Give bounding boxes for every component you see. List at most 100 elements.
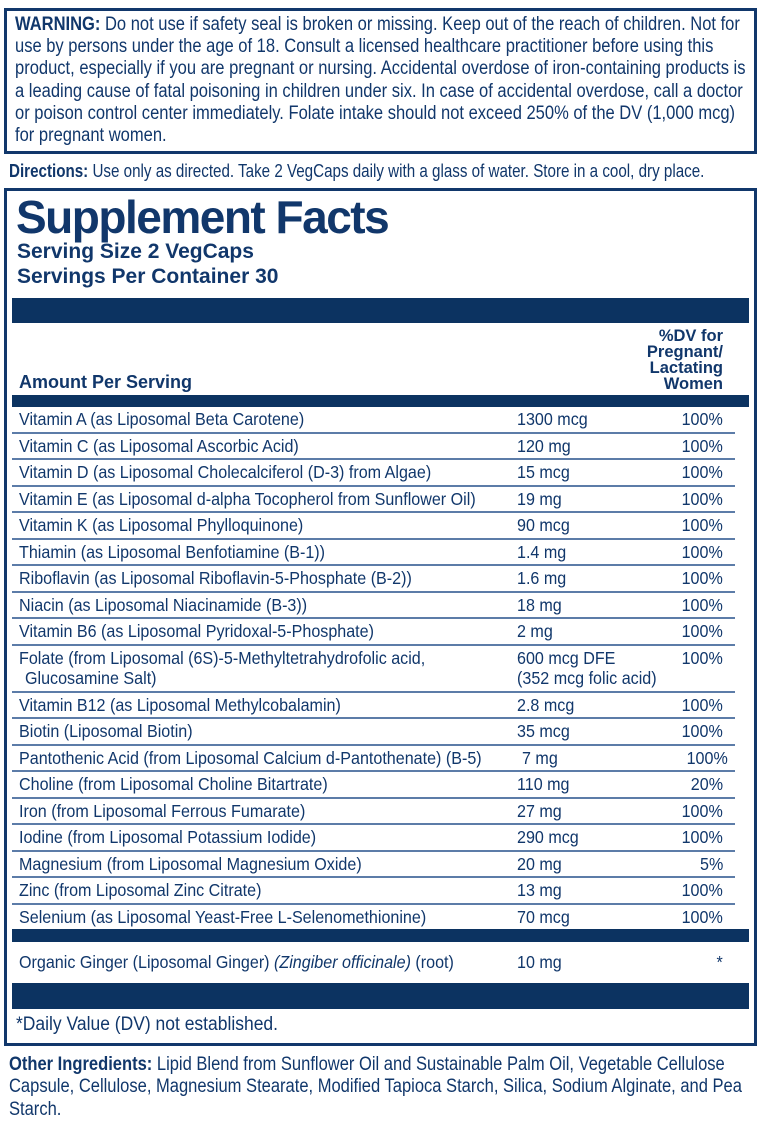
divider-bar-medium-bottom (12, 929, 749, 943)
dv-header-line: Women (663, 375, 723, 394)
amount-per-serving-header: Amount Per Serving (19, 372, 193, 393)
table-row: Vitamin K (as Liposomal Phylloquinone) 9… (12, 511, 735, 538)
dv-header-line: Pregnant/ (646, 343, 723, 362)
table-row: Vitamin E (as Liposomal d-alpha Tocopher… (12, 484, 735, 512)
nutrient-dv: 100% (681, 488, 723, 509)
warning-box: WARNING: Do not use if safety seal is br… (4, 8, 757, 155)
table-row: Choline (from Liposomal Choline Bitartra… (12, 770, 735, 797)
nutrient-amount: 120 mg (517, 435, 571, 456)
nutrient-name: Pantothenic Acid (from Liposomal Calcium… (19, 747, 482, 768)
nutrient-name: Zinc (from Liposomal Zinc Citrate) (19, 880, 262, 901)
serving-size: Serving Size 2 VegCaps (17, 240, 254, 264)
nutrient-name: Selenium (as Liposomal Yeast-Free L-Sele… (19, 906, 427, 927)
warning-body: Do not use if safety seal is broken or m… (15, 14, 746, 147)
nutrient-name: Folate (from Liposomal (6S)-5-Methyltetr… (19, 647, 426, 668)
nutrient-dv: 100% (681, 435, 723, 456)
table-row: Thiamin (as Liposomal Benfotiamine (B-1)… (12, 537, 735, 565)
nutrient-dv: 5% (699, 853, 723, 874)
directions-text: Directions: Use only as directed. Take 2… (9, 160, 757, 182)
nutrient-amount: 13 mg (517, 880, 562, 901)
nutrient-amount-line2: (352 mcg folic acid) (517, 668, 657, 689)
nutrient-name: Iron (from Liposomal Ferrous Fumarate) (19, 800, 306, 821)
table-row: Pantothenic Acid (from Liposomal Calcium… (12, 743, 735, 771)
nutrient-name: Magnesium (from Liposomal Magnesium Oxid… (19, 853, 362, 874)
table-row: Biotin (Liposomal Biotin) 35 mcg 100% (12, 717, 735, 744)
nutrient-dv: 100% (681, 568, 723, 589)
table-row-folate: Folate (from Liposomal (6S)-5-Methyltetr… (12, 643, 735, 691)
other-ingredients: Other Ingredients: Lipid Blend from Sunf… (4, 1054, 757, 1121)
nutrient-name: Choline (from Liposomal Choline Bitartra… (19, 774, 328, 795)
nutrient-amount: 35 mcg (517, 721, 570, 742)
nutrient-dv: * (716, 952, 723, 973)
nutrient-dv: 100% (681, 621, 723, 642)
nutrient-name: Thiamin (as Liposomal Benfotiamine (B-1)… (19, 541, 326, 562)
divider-bar-medium-top (12, 395, 749, 408)
ginger-name-suffix: (root) (410, 952, 454, 973)
nutrient-amount: 15 mcg (517, 462, 570, 483)
table-row: Vitamin A (as Liposomal Beta Carotene) 1… (12, 407, 735, 432)
ginger-latin-name: (Zingiber officinale) (274, 952, 411, 973)
nutrient-amount: 1300 mcg (517, 409, 588, 430)
nutrient-amount: 18 mg (517, 594, 562, 615)
nutrient-amount: 27 mg (517, 800, 562, 821)
nutrient-dv: 100% (681, 515, 723, 536)
other-ingredients-text: Other Ingredients: Lipid Blend from Sunf… (9, 1054, 757, 1121)
nutrient-amount: 10 mg (517, 952, 562, 973)
table-row: Magnesium (from Liposomal Magnesium Oxid… (12, 849, 735, 877)
nutrient-amount: 70 mcg (517, 906, 570, 927)
nutrient-amount: 90 mcg (517, 515, 570, 536)
nutrient-dv: 100% (681, 594, 723, 615)
nutrient-amount: 2 mg (517, 621, 553, 642)
nutrient-name-line2: Glucosamine Salt) (25, 668, 157, 689)
panel-title: Supplement Facts (16, 191, 390, 244)
nutrient-dv: 100% (681, 906, 723, 927)
nutrient-amount: 2.8 mcg (517, 694, 575, 715)
nutrient-dv: 100% (681, 462, 723, 483)
table-row: Selenium (as Liposomal Yeast-Free L-Sele… (12, 902, 735, 930)
nutrient-name: Vitamin B12 (as Liposomal Methylcobalami… (19, 694, 341, 715)
directions: Directions: Use only as directed. Take 2… (4, 160, 757, 182)
nutrient-amount: 7 mg (521, 747, 558, 768)
supplement-label: WARNING: Do not use if safety seal is br… (0, 8, 761, 1121)
daily-value-footnote: *Daily Value (DV) not established. (16, 1013, 279, 1035)
nutrient-dv: 100% (681, 880, 723, 901)
nutrient-dv: 100% (681, 694, 723, 715)
nutrient-amount: 290 mcg (517, 827, 579, 848)
nutrient-amount: 110 mg (517, 774, 570, 795)
table-row: Vitamin B12 (as Liposomal Methylcobalami… (12, 690, 735, 718)
divider-bar-thick-top (12, 298, 749, 324)
other-ingredients-label: Other Ingredients: (9, 1053, 153, 1075)
nutrient-name: Biotin (Liposomal Biotin) (19, 721, 193, 742)
nutrient-dv: 20% (690, 774, 723, 795)
nutrient-name: Vitamin B6 (as Liposomal Pyridoxal-5-Pho… (19, 621, 374, 642)
directions-body: Use only as directed. Take 2 VegCaps dai… (88, 160, 705, 182)
table-row: Iodine (from Liposomal Potassium Iodide)… (12, 823, 735, 850)
nutrient-dv: 100% (681, 800, 723, 821)
nutrient-dv: 100% (681, 721, 723, 742)
nutrient-amount: 19 mg (517, 488, 562, 509)
supplement-facts-panel: Supplement Facts Serving Size 2 VegCaps … (4, 188, 757, 1046)
servings-per-container: Servings Per Container 30 (17, 264, 279, 288)
nutrient-name: Vitamin E (as Liposomal d-alpha Tocopher… (19, 488, 476, 509)
nutrient-name: Iodine (from Liposomal Potassium Iodide) (19, 827, 317, 848)
nutrient-amount: 1.6 mg (517, 568, 567, 589)
nutrient-dv: 100% (681, 647, 723, 668)
dv-header-line: %DV for (658, 327, 723, 346)
nutrient-amount: 20 mg (517, 853, 562, 874)
nutrient-name: Niacin (as Liposomal Niacinamide (B-3)) (19, 594, 308, 615)
table-row: Vitamin B6 (as Liposomal Pyridoxal-5-Pho… (12, 617, 735, 644)
nutrient-name: Vitamin K (as Liposomal Phylloquinone) (19, 515, 304, 536)
nutrient-name: Organic Ginger (Liposomal Ginger) (Zingi… (19, 952, 454, 973)
table-row: Vitamin C (as Liposomal Ascorbic Acid) 1… (12, 431, 735, 459)
dv-column-header: %DV for Pregnant/ Lactating Women (646, 327, 723, 394)
nutrient-dv: 100% (681, 827, 723, 848)
nutrient-name: Vitamin C (as Liposomal Ascorbic Acid) (19, 435, 299, 456)
directions-label: Directions: (9, 160, 89, 182)
warning-label: WARNING: (15, 14, 101, 35)
nutrient-name: Vitamin D (as Liposomal Cholecalciferol … (19, 462, 432, 483)
nutrient-table: Vitamin A (as Liposomal Beta Carotene) 1… (12, 407, 735, 929)
table-row-ginger: Organic Ginger (Liposomal Ginger) (Zingi… (12, 942, 735, 983)
table-row: Niacin (as Liposomal Niacinamide (B-3)) … (12, 590, 735, 618)
column-header-row: Amount Per Serving %DV for Pregnant/ Lac… (19, 327, 723, 394)
ginger-name-prefix: Organic Ginger (Liposomal Ginger) (19, 952, 275, 973)
